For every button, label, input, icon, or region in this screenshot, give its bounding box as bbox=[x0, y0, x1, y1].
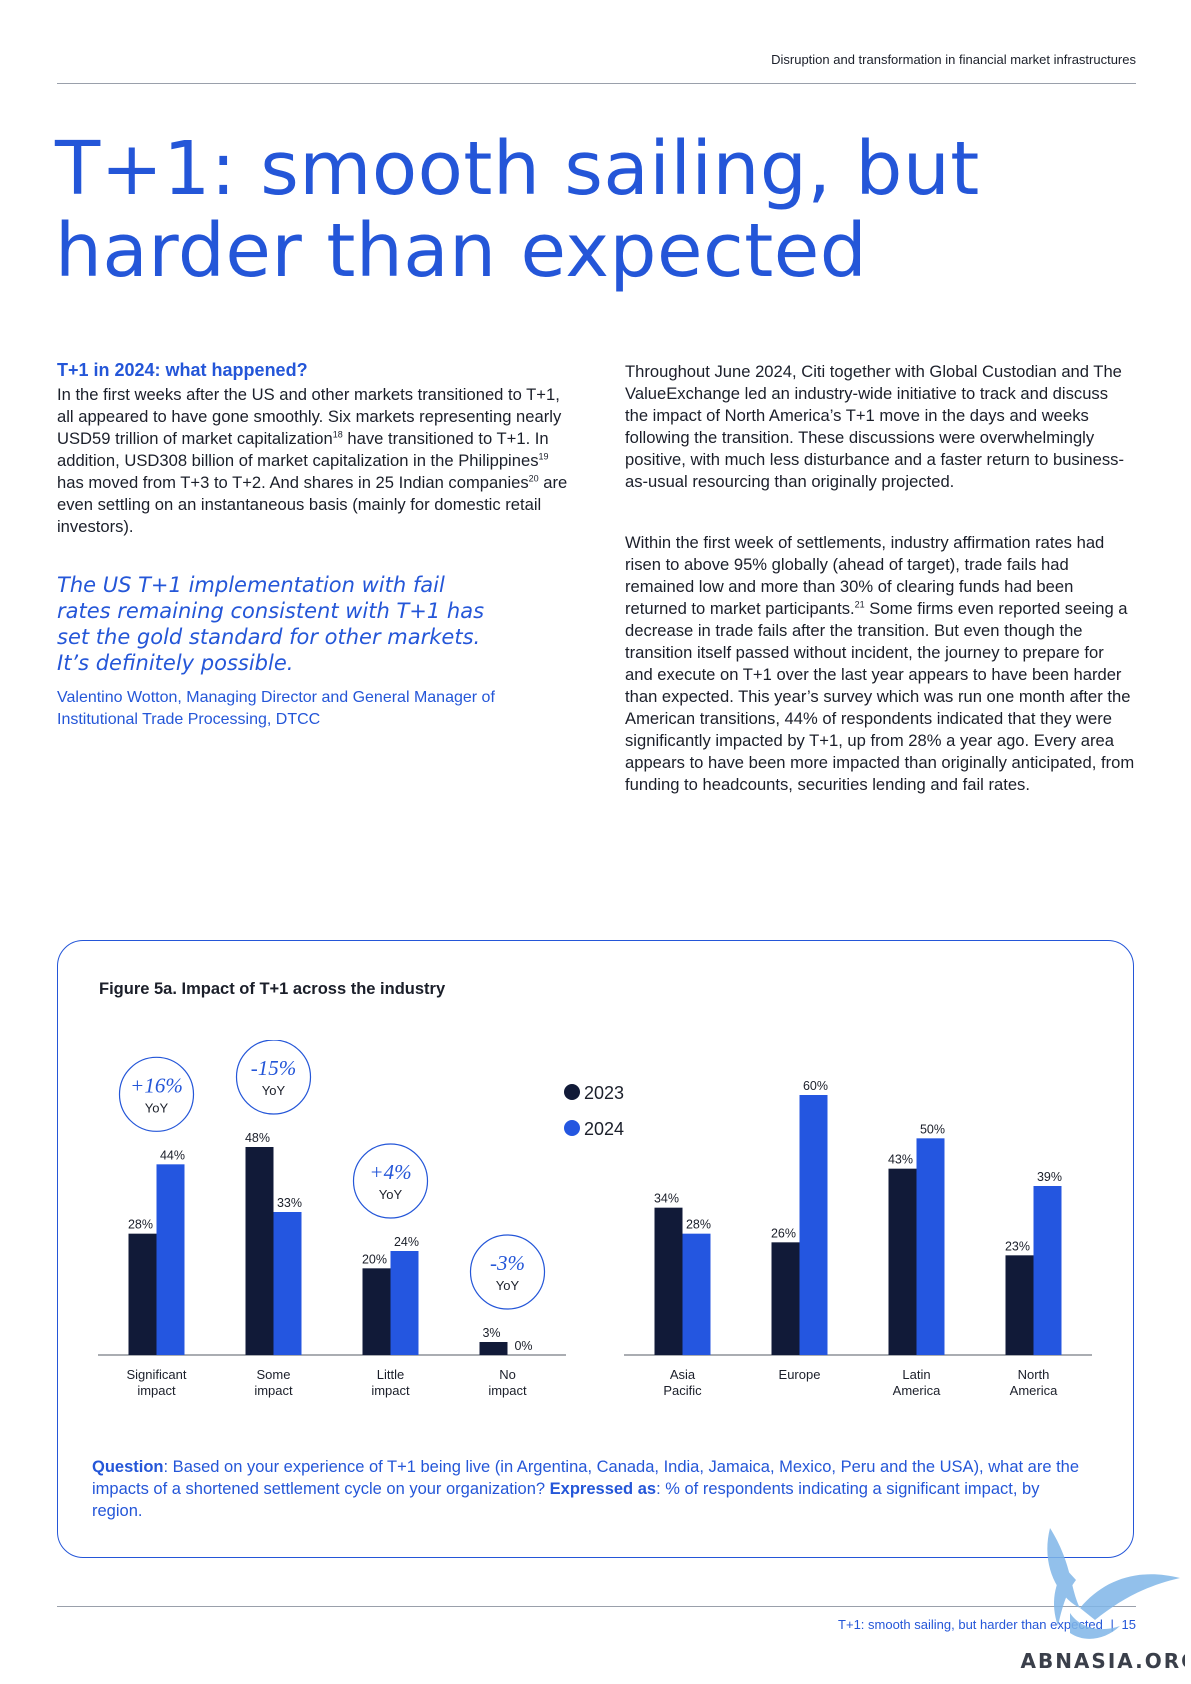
data-label-impact-some-impact-2024: 33% bbox=[277, 1196, 302, 1210]
data-label-impact-significant-impact-2024: 44% bbox=[160, 1148, 185, 1162]
bar-impact-some-impact-2024 bbox=[273, 1212, 302, 1355]
category-label-region-asia-pacific: Asia bbox=[670, 1367, 696, 1382]
bar-impact-little-impact-2024 bbox=[390, 1251, 419, 1355]
data-label-impact-little-impact-2023: 20% bbox=[362, 1252, 387, 1266]
header-divider bbox=[57, 83, 1136, 84]
yoy-change-little-impact: +4% bbox=[369, 1160, 411, 1184]
expressed-text: : % of respondents indicating a signific… bbox=[92, 1480, 1040, 1520]
bar-impact-significant-impact-2024 bbox=[156, 1164, 185, 1355]
intro-text-2: have transitioned to T+1. In addition, U… bbox=[57, 429, 549, 470]
yoy-sub-significant-impact: YoY bbox=[145, 1100, 169, 1115]
legend-swatch-2024 bbox=[564, 1120, 580, 1136]
category-label-impact-no-impact: No bbox=[499, 1367, 516, 1382]
footnote-ref-21: 21 bbox=[854, 599, 865, 610]
page-title: T+1: smooth sailing, but harder than exp… bbox=[55, 128, 1055, 292]
body-paragraph-2: Within the first week of settlements, in… bbox=[625, 532, 1135, 796]
watermark-logo: ABNASIA.ORG bbox=[1020, 1528, 1185, 1673]
page-title-line2: harder than expected bbox=[55, 208, 868, 294]
intro-paragraph: In the first weeks after the US and othe… bbox=[57, 384, 577, 538]
category-label-region-north-america: North bbox=[1018, 1367, 1050, 1382]
yoy-sub-little-impact: YoY bbox=[379, 1187, 403, 1202]
category-label-impact-significant-impact: impact bbox=[137, 1383, 176, 1398]
bar-impact-some-impact-2023 bbox=[245, 1147, 274, 1355]
bar-impact-significant-impact-2023 bbox=[128, 1233, 157, 1355]
bar-region-north-america-2024 bbox=[1033, 1186, 1062, 1355]
data-label-region-latin-america-2023: 43% bbox=[888, 1153, 913, 1167]
bar-region-north-america-2023 bbox=[1005, 1255, 1034, 1355]
question-label: Question bbox=[92, 1458, 164, 1476]
bar-region-asia-pacific-2023 bbox=[654, 1207, 683, 1355]
report-title: Disruption and transformation in financi… bbox=[771, 52, 1136, 67]
body-paragraph-1: Throughout June 2024, Citi together with… bbox=[625, 362, 1124, 491]
body-text-2b: Some firms even reported seeing a decrea… bbox=[625, 599, 1135, 794]
footer-running-title: T+1: smooth sailing, but harder than exp… bbox=[838, 1617, 1103, 1632]
data-label-impact-no-impact-2023: 3% bbox=[482, 1326, 500, 1340]
figure-title: Figure 5a. Impact of T+1 across the indu… bbox=[99, 980, 446, 998]
data-label-impact-no-impact-2024: 0% bbox=[514, 1339, 532, 1353]
category-label-impact-little-impact: Little bbox=[377, 1367, 404, 1382]
page-footer: T+1: smooth sailing, but harder than exp… bbox=[838, 1617, 1136, 1632]
legend-swatch-2023 bbox=[564, 1084, 580, 1100]
section-heading: T+1 in 2024: what happened? bbox=[57, 360, 308, 380]
impact-bar-charts: 28%44%Significantimpact+16%YoY48%33%Some… bbox=[98, 1040, 1092, 1398]
category-label-region-europe: Europe bbox=[779, 1367, 821, 1382]
question-text: : Based on your experience of T+1 being … bbox=[92, 1458, 1080, 1498]
yoy-change-some-impact: -15% bbox=[251, 1056, 297, 1080]
bar-impact-no-impact-2023 bbox=[479, 1342, 508, 1355]
data-label-region-europe-2024: 60% bbox=[803, 1079, 828, 1093]
category-label-impact-some-impact: Some bbox=[257, 1367, 291, 1382]
data-label-impact-little-impact-2024: 24% bbox=[394, 1235, 419, 1249]
yoy-badge-significant-impact bbox=[118, 1056, 195, 1132]
category-label-region-latin-america: America bbox=[893, 1383, 941, 1398]
body-text-2a: Within the first week of settlements, in… bbox=[625, 533, 1105, 618]
bar-impact-little-impact-2023 bbox=[362, 1268, 391, 1355]
watermark-text: ABNASIA.ORG bbox=[1020, 1649, 1185, 1673]
legend-label-2023: 2023 bbox=[584, 1083, 624, 1103]
yoy-sub-no-impact: YoY bbox=[496, 1278, 520, 1293]
yoy-badge-no-impact bbox=[469, 1234, 546, 1310]
survey-question: Question: Based on your experience of T+… bbox=[92, 1456, 1082, 1522]
yoy-sub-some-impact: YoY bbox=[262, 1083, 286, 1098]
page-number: 15 bbox=[1121, 1617, 1136, 1632]
data-label-impact-significant-impact-2023: 28% bbox=[128, 1218, 153, 1232]
category-label-impact-little-impact: impact bbox=[371, 1383, 410, 1398]
category-label-impact-some-impact: impact bbox=[254, 1383, 293, 1398]
category-label-region-north-america: America bbox=[1010, 1383, 1058, 1398]
intro-text-3: has moved from T+3 to T+2. And shares in… bbox=[57, 473, 529, 492]
data-label-impact-some-impact-2023: 48% bbox=[245, 1131, 270, 1145]
data-label-region-latin-america-2024: 50% bbox=[920, 1122, 945, 1136]
data-label-region-asia-pacific-2024: 28% bbox=[686, 1218, 711, 1232]
category-label-region-latin-america: Latin bbox=[902, 1367, 930, 1382]
bar-region-europe-2024 bbox=[799, 1095, 828, 1355]
pull-quote: The US T+1 implementation with fail rate… bbox=[57, 573, 485, 675]
intro-text-1: In the first weeks after the US and othe… bbox=[57, 385, 562, 448]
yoy-change-significant-impact: +16% bbox=[130, 1073, 183, 1097]
data-label-region-north-america-2024: 39% bbox=[1037, 1170, 1062, 1184]
bar-region-asia-pacific-2024 bbox=[682, 1233, 711, 1355]
footnote-ref-18: 18 bbox=[332, 429, 343, 440]
bar-region-latin-america-2023 bbox=[888, 1168, 917, 1355]
footnote-ref-20: 20 bbox=[528, 473, 539, 484]
yoy-badge-some-impact bbox=[235, 1040, 312, 1115]
yoy-change-no-impact: -3% bbox=[490, 1251, 525, 1275]
bar-region-europe-2023 bbox=[771, 1242, 800, 1355]
expressed-label: Expressed as bbox=[549, 1480, 657, 1498]
legend-label-2024: 2024 bbox=[584, 1119, 624, 1139]
yoy-badge-little-impact bbox=[352, 1143, 429, 1219]
intro-text-4: are even settling on an instantaneous ba… bbox=[57, 473, 568, 536]
footnote-ref-19: 19 bbox=[538, 451, 549, 462]
data-label-region-north-america-2023: 23% bbox=[1005, 1239, 1030, 1253]
footer-separator: | bbox=[1110, 1617, 1114, 1632]
category-label-impact-significant-impact: Significant bbox=[127, 1367, 187, 1382]
category-label-impact-no-impact: impact bbox=[488, 1383, 527, 1398]
page-title-line1: T+1: smooth sailing, but bbox=[55, 126, 980, 212]
bar-region-latin-america-2024 bbox=[916, 1138, 945, 1355]
data-label-region-asia-pacific-2023: 34% bbox=[654, 1192, 679, 1206]
figure-panel bbox=[57, 940, 1134, 1558]
data-label-region-europe-2023: 26% bbox=[771, 1226, 796, 1240]
quote-attribution: Valentino Wotton, Managing Director and … bbox=[57, 689, 495, 728]
footer-divider bbox=[57, 1606, 1136, 1607]
category-label-region-asia-pacific: Pacific bbox=[663, 1383, 702, 1398]
